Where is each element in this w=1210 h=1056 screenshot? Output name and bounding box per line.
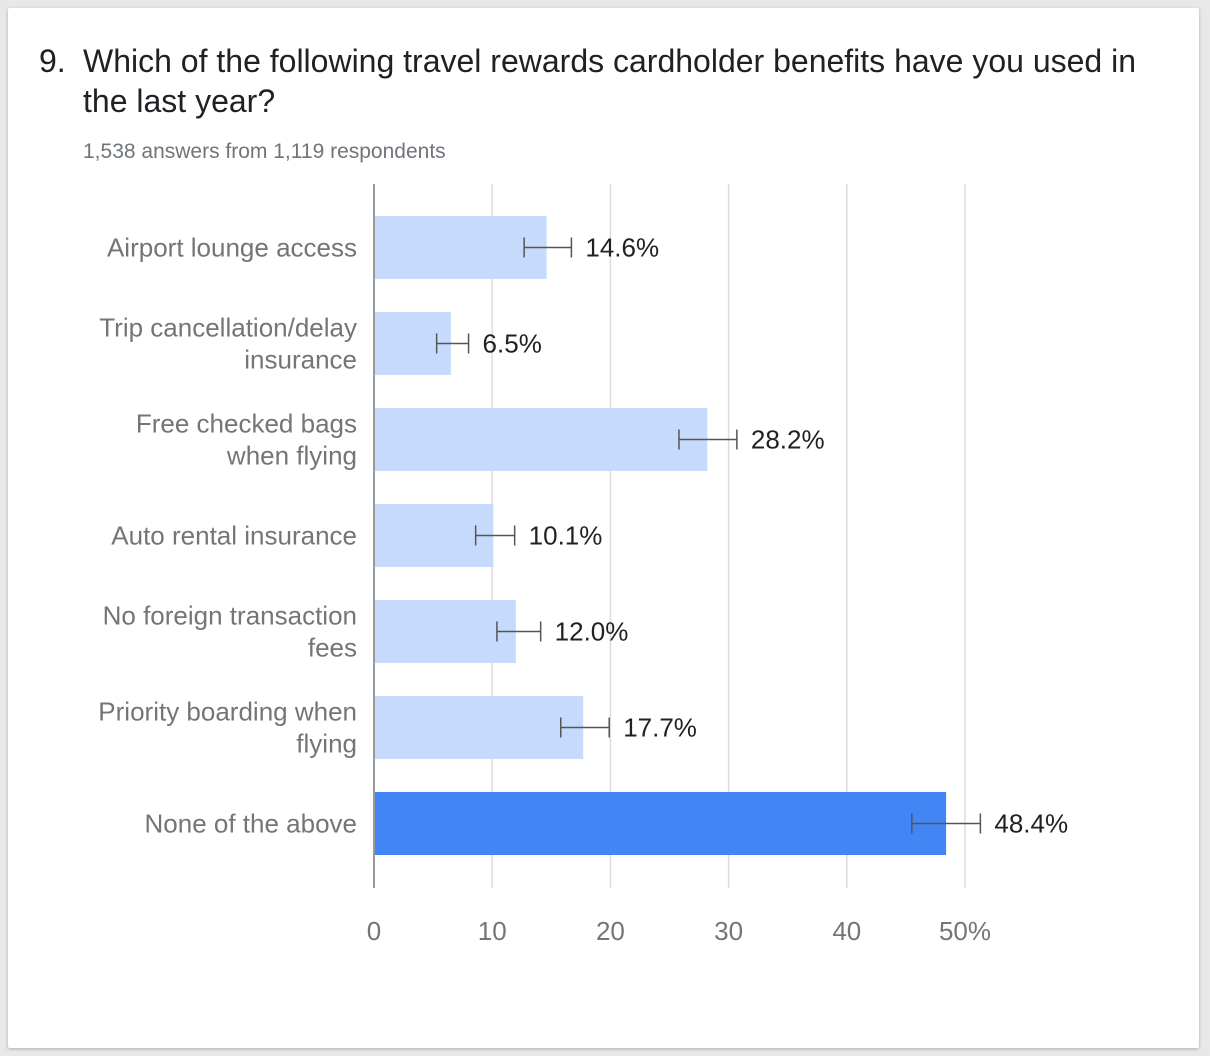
chart-card: 9. Which of the following travel rewards… — [8, 8, 1199, 1048]
x-tick-label-10: 10 — [478, 916, 507, 946]
category-label-4-line-0: No foreign transaction — [103, 601, 357, 631]
x-tick-label-20: 20 — [596, 916, 625, 946]
bar-5 — [374, 696, 584, 759]
value-label-0: 14.6% — [585, 233, 659, 263]
question-title: Which of the following travel rewards ca… — [83, 43, 1137, 119]
value-label-6: 48.4% — [994, 809, 1068, 839]
value-label-1: 6.5% — [483, 329, 542, 359]
category-label-1-line-0: Trip cancellation/delay — [99, 313, 357, 343]
bar-2 — [374, 408, 708, 471]
bar-0 — [374, 216, 547, 279]
category-label-2-line-0: Free checked bags — [136, 409, 357, 439]
x-tick-label-40: 40 — [832, 916, 861, 946]
question-number: 9. — [39, 43, 66, 79]
bar-4 — [374, 600, 516, 663]
category-label-2-line-1: when flying — [226, 441, 357, 471]
category-label-5-line-0: Priority boarding when — [98, 697, 357, 727]
value-label-3: 10.1% — [529, 521, 603, 551]
x-tick-label-0: 0 — [367, 916, 381, 946]
bar-6 — [374, 792, 947, 855]
category-label-5-line-1: flying — [296, 729, 357, 759]
response-count: 1,538 answers from 1,119 respondents — [83, 140, 446, 163]
value-label-5: 17.7% — [623, 713, 697, 743]
value-label-2: 28.2% — [751, 425, 825, 455]
category-label-3: Auto rental insurance — [111, 521, 357, 551]
category-label-1-line-1: insurance — [244, 345, 357, 375]
bar-3 — [374, 504, 494, 567]
x-tick-label-50: 50% — [939, 916, 991, 946]
category-label-4-line-1: fees — [308, 633, 357, 663]
value-label-4: 12.0% — [555, 617, 629, 647]
category-label-6: None of the above — [145, 809, 358, 839]
category-label-0: Airport lounge access — [107, 233, 357, 263]
x-tick-label-30: 30 — [714, 916, 743, 946]
